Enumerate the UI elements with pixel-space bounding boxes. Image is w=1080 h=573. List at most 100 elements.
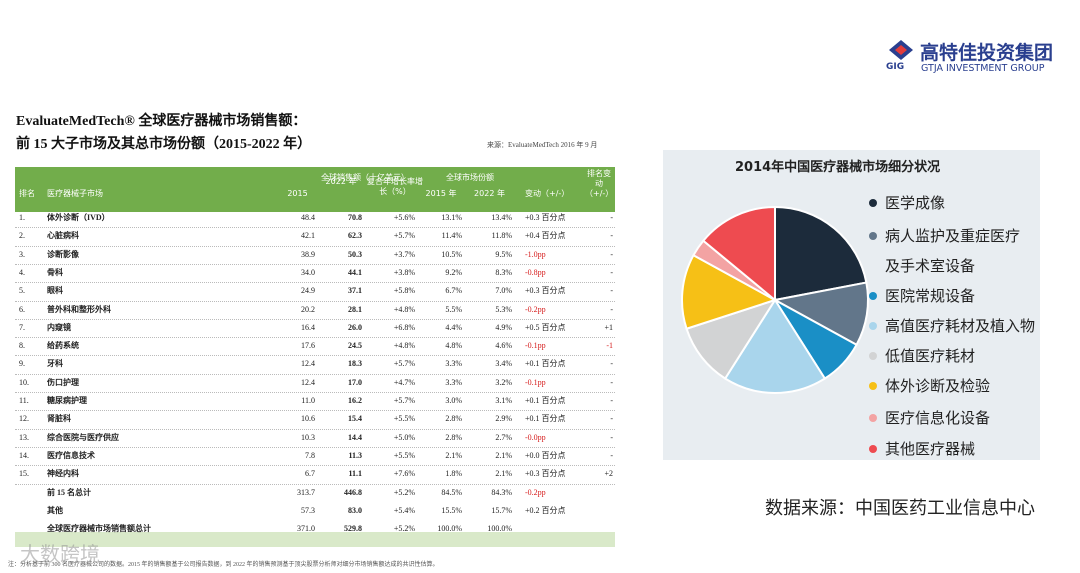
table-cell: 84.5% <box>441 487 462 497</box>
table-cell: 5. <box>19 286 25 296</box>
table-cell: 17.0 <box>348 377 362 387</box>
table-cell: 伤口护理 <box>47 377 79 387</box>
table-cell: +0.1 百分点 <box>525 396 566 405</box>
table-cell: +5.6% <box>393 213 415 222</box>
legend-label: 医院常规设备 <box>885 287 976 305</box>
legend-item: 低值医疗耗材 <box>869 341 1035 371</box>
table-cell: +5.7% <box>393 231 415 241</box>
table-cell: 16.2 <box>348 396 362 405</box>
watermark: 大数跨境 <box>20 542 100 566</box>
table-cell: -0.1pp <box>525 377 546 387</box>
legend-swatch <box>869 352 877 360</box>
legend-label: 病人监护及重症医疗及手术室设备 <box>885 227 1021 275</box>
table-cell: 5.3% <box>495 304 512 314</box>
logo-icon <box>889 40 913 60</box>
column-header: 2015 <box>287 189 308 198</box>
table-cell: +0.4 百分点 <box>525 231 566 241</box>
table-cell: 眼科 <box>47 286 63 296</box>
table-cell: -0.1pp <box>525 341 546 351</box>
table-cell: 17.6 <box>301 341 315 351</box>
column-header: 排名变动（+/-） <box>585 169 614 198</box>
pie-slice <box>723 298 827 394</box>
table-cell: +2 <box>604 469 613 479</box>
legend-swatch <box>869 322 877 330</box>
table-cell: -1.0pp <box>525 249 546 259</box>
table-cell: +4.8% <box>393 304 415 314</box>
table-cell: 3.3% <box>445 359 462 369</box>
table-cell: - <box>610 450 613 460</box>
table-cell: +3.8% <box>393 267 415 277</box>
table-cell: +0.5 百分点 <box>525 322 566 332</box>
table-cell: -0.2pp <box>525 304 546 314</box>
table-cell: +0.3 百分点 <box>525 213 566 222</box>
table-cell: 529.8 <box>344 524 362 534</box>
table-cell: 48.4 <box>301 213 315 222</box>
table-cell: 1.8% <box>445 469 462 479</box>
table-cell: 10. <box>19 377 29 387</box>
table-cell: 神经内科 <box>47 469 79 479</box>
table-cell: - <box>610 377 613 387</box>
row-divider <box>15 373 615 375</box>
table-cell: 11.1 <box>348 469 362 479</box>
table-cell: 3.2% <box>495 377 512 387</box>
table-cell: 15.7% <box>491 505 512 515</box>
group-header: 全球市场份额 <box>446 173 494 182</box>
table-cell: - <box>610 231 613 241</box>
table-cell: 3.0% <box>445 396 462 405</box>
legend-swatch <box>869 199 877 207</box>
table-cell: - <box>610 414 613 424</box>
table-cell: 6. <box>19 304 25 314</box>
legend-label: 体外诊断及检验 <box>885 377 991 395</box>
table-cell: +0.1 百分点 <box>525 359 566 369</box>
table-cell: 2.7% <box>495 432 512 442</box>
table-cell: 11.3 <box>348 450 362 460</box>
table-cell: 37.1 <box>348 286 362 296</box>
logo-name-en: GTJA INVESTMENT GROUP <box>921 63 1045 74</box>
table-cell: +0.3 百分点 <box>525 286 566 296</box>
legend-label: 医疗信息化设备 <box>885 409 991 427</box>
table-cell: 2.1% <box>495 450 512 460</box>
table-cell: - <box>610 249 613 259</box>
table: 排名 医疗器械子市场 2015 2022 年 复合年增长率增长（%） 2015 年 2022… <box>15 167 615 547</box>
table-cell: 11.4% <box>441 231 462 241</box>
table-cell: 24.9 <box>301 286 315 296</box>
table-cell: 7. <box>19 322 25 332</box>
table-cell: 13. <box>19 432 29 442</box>
table-cell: 医疗信息技术 <box>47 450 95 460</box>
table-cell: +7.6% <box>393 469 415 479</box>
source: 来源：EvaluateMedTech 2016 年 9 月 <box>487 141 598 149</box>
legend-swatch <box>869 382 877 390</box>
row-divider <box>15 465 615 467</box>
table-cell: 骨科 <box>47 267 63 277</box>
table-cell: 313.7 <box>297 487 315 497</box>
table-cell: 20.2 <box>301 304 315 314</box>
legend-label: 医学成像 <box>885 194 946 212</box>
table-cell: 心脏病科 <box>47 231 79 241</box>
legend-swatch <box>869 292 877 300</box>
table-cell: - <box>610 359 613 369</box>
table-cell: 4.8% <box>445 341 462 351</box>
table-cell: 2. <box>19 231 25 241</box>
table-cell: 7.0% <box>495 286 512 296</box>
table-cell: 10.6 <box>301 414 315 424</box>
table-cell: +5.2% <box>393 487 415 497</box>
pie-slice <box>774 205 868 302</box>
table-cell: 15.5% <box>441 505 462 515</box>
table-cell: 8.3% <box>495 267 512 277</box>
table-cell: 10.3 <box>301 432 315 442</box>
legend-label: 低值医疗耗材 <box>885 347 976 365</box>
table-cell: 糖尿病护理 <box>47 396 87 405</box>
table-cell: - <box>610 396 613 405</box>
table-cell: 前 15 名总计 <box>47 487 91 497</box>
legend-label: 高值医疗耗材及植入物 <box>885 317 1036 335</box>
table-cell: 3.4% <box>495 359 512 369</box>
table-cell: 84.3% <box>491 487 512 497</box>
table-cell: 诊断影像 <box>47 249 79 259</box>
table-cell: +5.7% <box>393 359 415 369</box>
legend-item: 病人监护及重症医疗及手术室设备 <box>869 221 1030 281</box>
pie-chart <box>681 205 869 394</box>
table-cell: 5.5% <box>445 304 462 314</box>
pie-slice <box>681 253 778 330</box>
table-cell: 4.4% <box>445 322 462 332</box>
column-header: 医疗器械子市场 <box>47 189 103 198</box>
